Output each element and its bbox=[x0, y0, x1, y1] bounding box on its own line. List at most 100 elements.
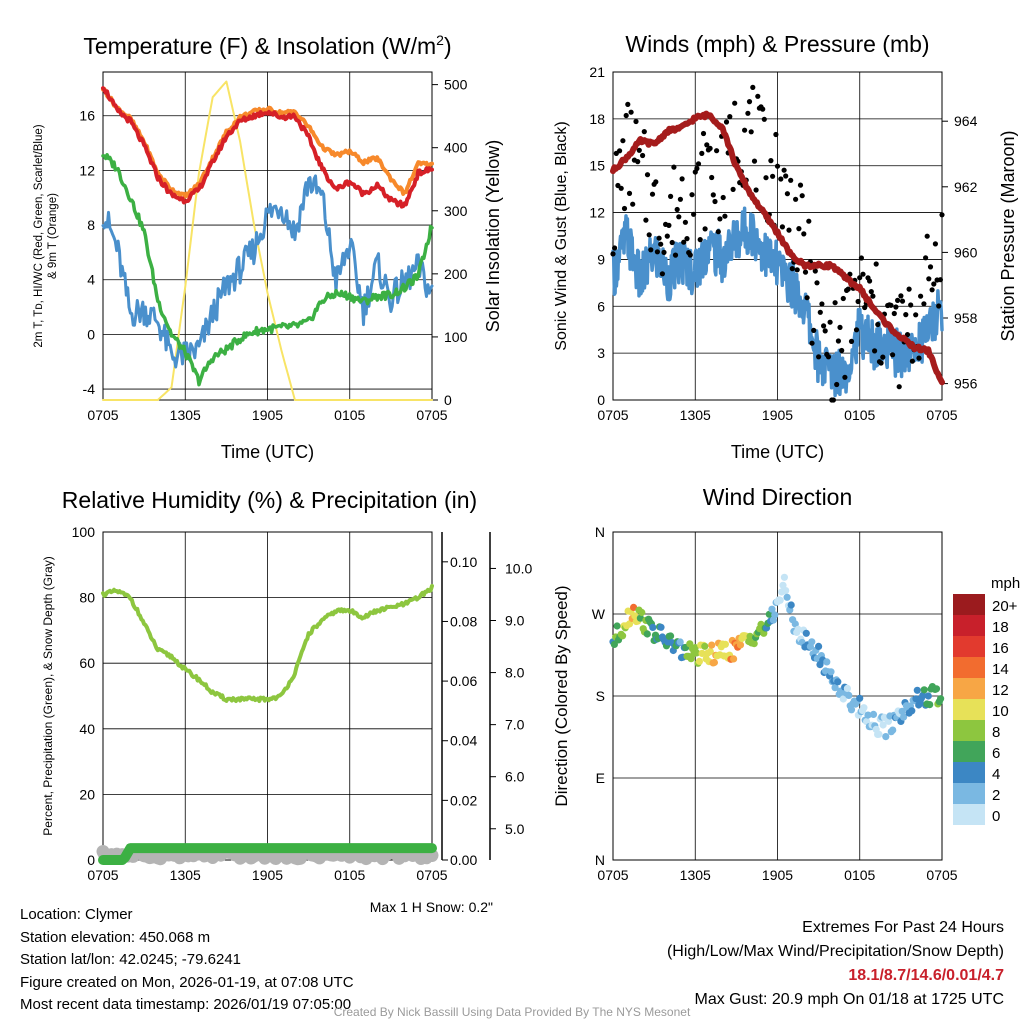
gust-point bbox=[768, 158, 774, 164]
x-tick-label: 0105 bbox=[334, 867, 365, 883]
gust-point bbox=[932, 241, 939, 247]
y-tick-label: 6 bbox=[597, 298, 605, 314]
direction-point bbox=[676, 638, 684, 646]
gust-point bbox=[630, 201, 636, 207]
gust-point bbox=[783, 173, 789, 179]
gust-point bbox=[778, 176, 784, 182]
direction-point bbox=[706, 647, 714, 656]
gust-point bbox=[855, 298, 861, 305]
gust-point bbox=[781, 167, 787, 173]
right-tick-label: 100 bbox=[444, 329, 468, 345]
gust-point bbox=[936, 303, 942, 309]
gust-point bbox=[878, 360, 884, 366]
gust-point bbox=[761, 116, 767, 122]
x-tick-label: 0105 bbox=[844, 867, 875, 883]
colorbar-swatch bbox=[953, 678, 985, 699]
gust-point bbox=[924, 233, 930, 239]
y-tick-label: N bbox=[595, 524, 605, 540]
humidity-line bbox=[101, 583, 434, 703]
colorbar-swatch bbox=[953, 741, 985, 762]
extremes-info: Extremes For Past 24 Hours (High/Low/Max… bbox=[667, 916, 1004, 1012]
y-tick-label: 100 bbox=[72, 524, 96, 540]
direction-point bbox=[843, 684, 852, 693]
insolation-line bbox=[102, 80, 433, 401]
max-gust-text: Max Gust: 20.9 mph On 01/18 at 1725 UTC bbox=[694, 991, 1005, 1008]
x-tick-label: 1905 bbox=[252, 407, 283, 423]
gust-point bbox=[653, 179, 659, 185]
precip-tick-label: 0.06 bbox=[450, 673, 477, 689]
x-tick-label: 0705 bbox=[926, 407, 957, 423]
gust-point bbox=[816, 354, 822, 360]
gust-point bbox=[702, 226, 708, 232]
gust-point bbox=[640, 152, 646, 159]
y-tick-label: 40 bbox=[79, 721, 95, 737]
gust-point bbox=[709, 174, 715, 181]
x-axis-label: Time (UTC) bbox=[221, 442, 314, 462]
direction-point bbox=[667, 632, 675, 640]
direction-point bbox=[750, 640, 758, 648]
gust-point bbox=[875, 321, 881, 328]
direction-point bbox=[802, 629, 810, 637]
direction-point bbox=[924, 692, 932, 700]
direction-point bbox=[831, 684, 839, 692]
sonic-wind-line bbox=[611, 206, 944, 398]
direction-point bbox=[630, 603, 638, 612]
x-tick-label: 0705 bbox=[926, 867, 957, 883]
y-tick-label: 9 bbox=[597, 251, 605, 267]
gust-point bbox=[835, 338, 842, 344]
direction-point bbox=[839, 695, 847, 703]
dewpoint-line bbox=[101, 153, 434, 387]
gust-point bbox=[872, 348, 878, 354]
right-tick-label: 300 bbox=[444, 203, 468, 219]
y-axis-label: Sonic Wind & Gust (Blue, Black) bbox=[553, 121, 570, 350]
direction-point bbox=[695, 657, 704, 666]
precip-line bbox=[98, 843, 437, 865]
x-tick-label: 1905 bbox=[762, 867, 793, 883]
gust-point bbox=[890, 352, 896, 358]
gust-point bbox=[773, 131, 779, 138]
direction-point bbox=[913, 686, 921, 694]
gust-point bbox=[904, 332, 911, 338]
gust-point bbox=[811, 327, 817, 333]
colorbar-swatch bbox=[953, 657, 985, 678]
gust-point bbox=[926, 276, 932, 282]
direction-point bbox=[693, 649, 701, 657]
direction-point bbox=[879, 721, 887, 729]
colorbar-label: 8 bbox=[992, 724, 1000, 741]
x-tick-label: 0705 bbox=[597, 867, 628, 883]
gust-point bbox=[801, 231, 807, 237]
colorbar-title: mph bbox=[991, 575, 1020, 592]
direction-point bbox=[721, 640, 730, 648]
gust-point bbox=[620, 138, 626, 144]
gust-point bbox=[666, 222, 672, 228]
gust-point bbox=[612, 245, 618, 251]
direction-point bbox=[845, 691, 853, 700]
direction-point bbox=[768, 605, 776, 613]
gust-point bbox=[697, 237, 703, 243]
gust-point bbox=[636, 147, 642, 153]
gust-point bbox=[867, 278, 873, 284]
gust-point bbox=[937, 277, 944, 283]
right-tick-label: 400 bbox=[444, 140, 468, 156]
direction-point bbox=[926, 701, 934, 709]
gust-point bbox=[633, 118, 639, 125]
direction-point bbox=[783, 593, 791, 601]
direction-point bbox=[780, 573, 789, 581]
gust-point bbox=[621, 205, 628, 212]
gust-point bbox=[927, 264, 934, 270]
direction-point bbox=[900, 713, 908, 721]
y-axis-label: Percent, Precipitation (Green), & Snow D… bbox=[41, 556, 55, 835]
gust-point bbox=[676, 214, 682, 220]
gust-point bbox=[809, 340, 815, 346]
gust-point bbox=[895, 297, 901, 303]
x-tick-label: 0705 bbox=[87, 867, 118, 883]
direction-point bbox=[649, 623, 657, 632]
gust-point bbox=[788, 177, 794, 183]
right-tick-label: 962 bbox=[954, 179, 978, 195]
direction-point bbox=[860, 704, 868, 712]
extremes-title: Extremes For Past 24 Hours bbox=[802, 919, 1004, 936]
gust-point bbox=[853, 327, 860, 333]
direction-point bbox=[746, 632, 754, 641]
snow-tick-label: 8.0 bbox=[505, 665, 525, 681]
